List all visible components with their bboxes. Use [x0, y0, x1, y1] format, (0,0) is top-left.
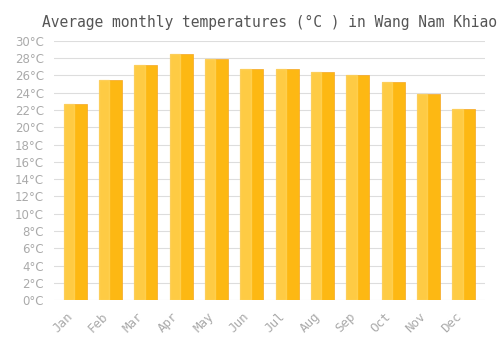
Bar — [240, 69, 250, 300]
Title: Average monthly temperatures (°C ) in Wang Nam Khiao: Average monthly temperatures (°C ) in Wa… — [42, 15, 497, 30]
Bar — [134, 65, 157, 300]
Bar — [382, 82, 392, 300]
Bar — [417, 94, 440, 300]
Bar — [417, 94, 428, 300]
Bar — [452, 109, 462, 300]
Bar — [170, 54, 192, 300]
Bar — [134, 65, 144, 300]
Bar — [346, 75, 356, 300]
Bar — [205, 59, 228, 300]
Bar — [99, 80, 122, 300]
Bar — [276, 69, 286, 300]
Bar — [205, 59, 216, 300]
Bar — [276, 69, 298, 300]
Bar — [311, 72, 334, 300]
Bar — [64, 104, 74, 300]
Bar — [64, 104, 86, 300]
Bar — [382, 82, 404, 300]
Bar — [170, 54, 180, 300]
Bar — [452, 109, 475, 300]
Bar — [240, 69, 263, 300]
Bar — [346, 75, 370, 300]
Bar — [311, 72, 322, 300]
Bar — [99, 80, 109, 300]
